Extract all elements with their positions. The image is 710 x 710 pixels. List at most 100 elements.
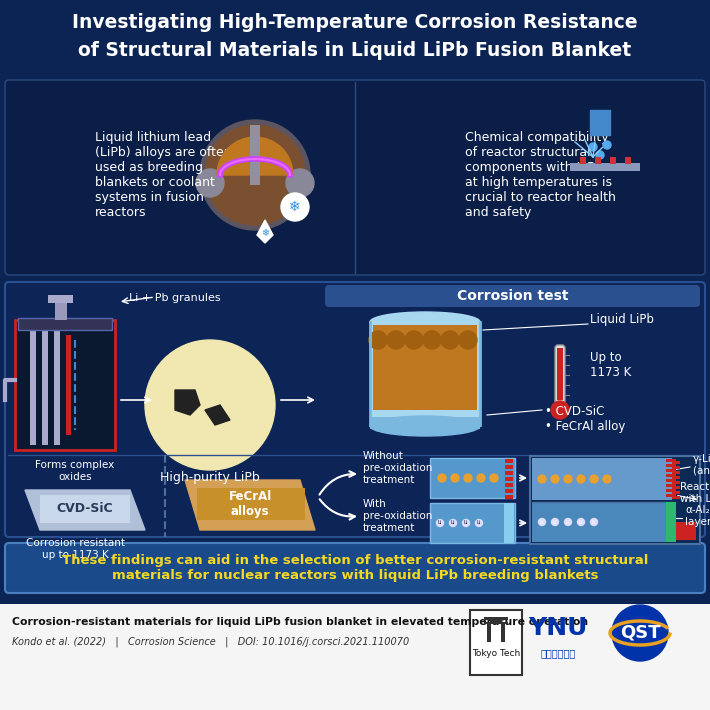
Circle shape — [438, 474, 446, 482]
Circle shape — [451, 474, 459, 482]
Bar — [672, 496, 680, 499]
Bar — [666, 464, 676, 467]
Text: • CVD-SiC
• FeCrAl alloy: • CVD-SiC • FeCrAl alloy — [545, 405, 626, 433]
Bar — [30, 325, 36, 445]
Bar — [666, 479, 676, 482]
Bar — [666, 484, 676, 487]
Bar — [532, 502, 672, 542]
Bar — [505, 489, 513, 493]
Text: α-Al₂O₃
layer: α-Al₂O₃ layer — [685, 506, 710, 527]
Bar — [505, 459, 513, 463]
Bar — [672, 461, 680, 464]
Circle shape — [462, 520, 469, 527]
Text: FeCrAl
alloys: FeCrAl alloys — [229, 490, 272, 518]
Bar — [666, 459, 676, 462]
Bar — [40, 495, 130, 523]
Bar — [610, 157, 616, 164]
Text: of Structural Materials in Liquid LiPb Fusion Blanket: of Structural Materials in Liquid LiPb F… — [78, 40, 632, 60]
Polygon shape — [205, 405, 230, 425]
Text: High-purity LiPb: High-purity LiPb — [160, 471, 260, 484]
Circle shape — [551, 475, 559, 483]
Bar — [532, 458, 672, 500]
Circle shape — [596, 151, 604, 159]
Bar — [672, 471, 680, 474]
Bar — [18, 318, 112, 330]
Bar — [666, 489, 676, 492]
Bar — [484, 622, 508, 624]
Bar — [666, 502, 676, 542]
Bar — [370, 417, 480, 429]
FancyBboxPatch shape — [555, 345, 565, 405]
Bar — [42, 325, 48, 445]
Text: ❄: ❄ — [289, 200, 301, 214]
Bar — [54, 325, 60, 445]
Circle shape — [281, 193, 309, 221]
Circle shape — [441, 331, 459, 349]
Ellipse shape — [370, 416, 480, 436]
Polygon shape — [175, 390, 200, 415]
Circle shape — [538, 475, 546, 483]
Bar — [595, 157, 601, 164]
Bar — [430, 458, 515, 498]
Circle shape — [369, 331, 387, 349]
Text: YNU: YNU — [528, 616, 588, 640]
Text: Li + Pb granules: Li + Pb granules — [129, 293, 221, 303]
Bar — [672, 476, 680, 479]
Bar — [48, 295, 73, 303]
Text: ❄: ❄ — [261, 228, 269, 238]
Circle shape — [449, 520, 457, 527]
Text: Corrosion-resistant materials for liquid LiPb fusion blanket in elevated tempera: Corrosion-resistant materials for liquid… — [12, 617, 588, 627]
Text: Li: Li — [451, 520, 455, 525]
Bar — [197, 488, 305, 520]
Text: Liquid lithium lead
(LiPb) alloys are often
used as breeding
blankets or coolant: Liquid lithium lead (LiPb) alloys are of… — [95, 131, 231, 219]
Text: Corrosion resistant
up to 1173 K: Corrosion resistant up to 1173 K — [26, 538, 124, 559]
FancyBboxPatch shape — [325, 285, 700, 307]
Circle shape — [423, 331, 441, 349]
Text: Tokyo Tech: Tokyo Tech — [472, 648, 520, 657]
Bar — [672, 466, 680, 469]
Text: Liquid LiPb: Liquid LiPb — [590, 314, 654, 327]
Polygon shape — [25, 490, 145, 530]
Text: Chemical compatibility
of reactor structural
components with LiPb
at high temper: Chemical compatibility of reactor struct… — [465, 131, 616, 219]
Text: Corrosion test: Corrosion test — [457, 289, 569, 303]
Circle shape — [564, 475, 572, 483]
Circle shape — [286, 169, 314, 197]
Bar — [0, 598, 710, 604]
Bar — [505, 483, 513, 487]
Text: Reaction
with LiPb: Reaction with LiPb — [680, 482, 710, 504]
Bar — [15, 320, 115, 450]
Polygon shape — [257, 220, 273, 243]
Text: γ-LiAlO₂
(anti-corrosion layer): γ-LiAlO₂ (anti-corrosion layer) — [693, 454, 710, 476]
Bar — [66, 335, 71, 435]
Bar — [55, 298, 67, 320]
Bar — [505, 477, 513, 481]
Bar — [505, 471, 513, 475]
Circle shape — [538, 518, 545, 525]
Circle shape — [590, 475, 598, 483]
Text: Without
pre-oxidation
treatment: Without pre-oxidation treatment — [363, 452, 432, 485]
Bar — [557, 348, 563, 400]
Circle shape — [564, 518, 572, 525]
Circle shape — [603, 475, 611, 483]
FancyBboxPatch shape — [5, 282, 705, 537]
Polygon shape — [185, 480, 315, 530]
Bar — [490, 620, 502, 623]
Text: Li: Li — [579, 520, 583, 525]
Circle shape — [551, 401, 569, 419]
Text: Li: Li — [553, 520, 557, 525]
Circle shape — [612, 605, 668, 661]
Bar — [373, 325, 477, 410]
Bar — [672, 481, 680, 484]
Bar — [504, 503, 514, 543]
Text: Up to
1173 K: Up to 1173 K — [590, 351, 631, 379]
Text: Li: Li — [464, 520, 469, 525]
Circle shape — [464, 474, 472, 482]
Circle shape — [387, 331, 405, 349]
Bar — [0, 0, 710, 78]
Text: Kondo et al. (2022)   |   Corrosion Science   |   DOI: 10.1016/j.corsci.2021.110: Kondo et al. (2022) | Corrosion Science … — [12, 637, 409, 648]
Bar — [666, 494, 676, 497]
Bar — [250, 125, 260, 185]
Circle shape — [603, 141, 611, 149]
Circle shape — [196, 169, 224, 197]
Circle shape — [200, 120, 310, 230]
